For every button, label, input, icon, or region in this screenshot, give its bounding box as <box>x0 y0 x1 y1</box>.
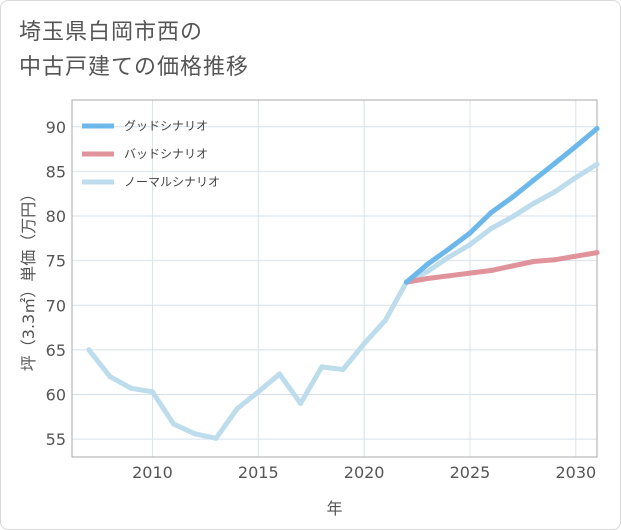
series-point-2 <box>213 435 219 441</box>
y-tick-label: 70 <box>46 296 66 315</box>
x-axis-label: 年 <box>326 499 342 518</box>
x-tick-label: 2015 <box>238 463 279 482</box>
series-line-1 <box>404 250 600 285</box>
series-point-2 <box>340 367 346 373</box>
series-point-2 <box>573 175 579 181</box>
legend-label-2: ノーマルシナリオ <box>124 175 220 189</box>
x-tick-label: 2020 <box>344 463 385 482</box>
series-point-2 <box>446 254 452 260</box>
chart-title-line2: 中古戸建ての価格推移 <box>19 55 250 80</box>
x-axis-ticks: 2010 2015 2020 2025 2030 <box>132 463 596 482</box>
series-point-2 <box>234 406 240 412</box>
series-point-1 <box>446 273 452 279</box>
y-tick-label: 85 <box>46 162 66 181</box>
series-point-2 <box>86 347 92 353</box>
series-line-2 <box>86 161 600 441</box>
series-point-2 <box>552 189 558 195</box>
series-point-2 <box>361 341 367 347</box>
series-point-1 <box>552 257 558 263</box>
series-point-0 <box>530 177 536 183</box>
series-point-1 <box>488 267 494 273</box>
y-axis-ticks: 55 60 65 70 75 80 85 90 <box>46 118 66 449</box>
y-tick-label: 80 <box>46 207 66 226</box>
series-point-0 <box>467 230 473 236</box>
series-point-1 <box>509 263 515 269</box>
series-point-1 <box>467 270 473 276</box>
series-point-0 <box>509 194 515 200</box>
series-point-1 <box>425 276 431 281</box>
series-point-2 <box>594 161 600 167</box>
y-axis-label: 坪（3.3㎡）単価（万円） <box>19 186 38 371</box>
plot-frame <box>71 99 598 458</box>
chart-title: 埼玉県白岡市西の 中古戸建ての価格推移 <box>19 15 249 85</box>
series-point-2 <box>509 214 515 220</box>
series-point-2 <box>276 371 282 377</box>
y-tick-label: 75 <box>46 252 66 271</box>
series-point-2 <box>128 385 134 391</box>
series-point-0 <box>425 261 431 267</box>
legend-label-1: バッドシナリオ <box>124 147 208 161</box>
series-point-0 <box>573 143 579 149</box>
series-point-2 <box>192 431 198 437</box>
y-tick-label: 90 <box>46 118 66 137</box>
series-point-2 <box>382 317 388 323</box>
y-tick-label: 60 <box>46 386 66 405</box>
series-point-0 <box>594 126 600 132</box>
x-tick-label: 2025 <box>450 463 491 482</box>
series-point-0 <box>552 160 558 166</box>
series-point-0 <box>488 209 494 215</box>
series-point-2 <box>298 400 304 406</box>
y-tick-label: 65 <box>46 341 66 360</box>
series-point-1 <box>530 259 536 265</box>
series-point-1 <box>573 253 579 259</box>
series-point-2 <box>171 421 177 427</box>
y-tick-label: 55 <box>46 430 66 449</box>
series-point-2 <box>149 389 155 395</box>
series-point-1 <box>594 250 600 256</box>
series-point-2 <box>467 242 473 248</box>
series-point-2 <box>107 374 113 380</box>
grid-lines <box>72 100 597 457</box>
x-tick-label: 2030 <box>555 463 596 482</box>
x-tick-label: 2010 <box>132 463 173 482</box>
legend-label-0: グッドシナリオ <box>124 119 208 133</box>
series-point-2 <box>255 389 261 395</box>
series-point-2 <box>530 201 536 207</box>
series-point-2 <box>425 268 431 274</box>
series-point-2 <box>488 226 494 232</box>
series-line-0 <box>404 126 600 285</box>
series-point-0 <box>403 279 409 285</box>
chart-title-line1: 埼玉県白岡市西の <box>19 20 204 45</box>
series-point-0 <box>446 246 452 252</box>
series-lines <box>86 126 600 441</box>
series-point-2 <box>319 364 325 370</box>
